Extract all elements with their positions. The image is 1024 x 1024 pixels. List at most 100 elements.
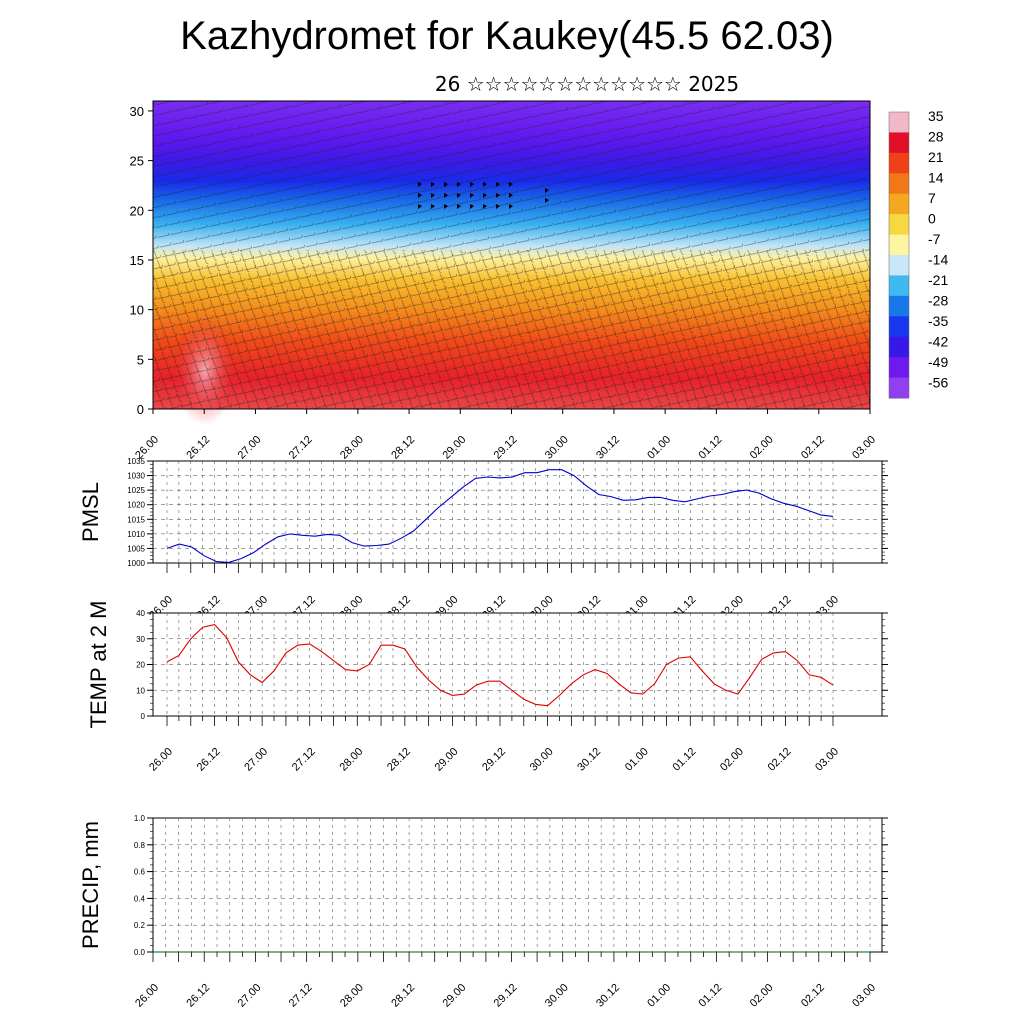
colorbar-swatch xyxy=(889,112,909,133)
x-tick-label: 02.12 xyxy=(799,982,827,1010)
colorbar-swatch xyxy=(889,152,909,174)
y-tick-label: 1005 xyxy=(127,544,145,553)
wind-barb xyxy=(418,193,422,198)
y-tick-label: 1010 xyxy=(127,530,145,539)
colorbar-label: -14 xyxy=(928,252,948,268)
pmsl-panel: 10001005101010151020102510301035PMSL26.0… xyxy=(78,457,888,622)
y-tick-label: 20 xyxy=(130,203,144,218)
y-tick-label: 1025 xyxy=(127,486,145,495)
wind-barb xyxy=(483,193,487,198)
wind-barb xyxy=(431,193,435,198)
colorbar-swatch xyxy=(889,193,909,215)
x-tick-label: 29.00 xyxy=(433,746,461,774)
x-tick-label: 29.12 xyxy=(492,982,520,1010)
x-tick-label: 28.00 xyxy=(338,434,366,462)
series-line xyxy=(166,469,834,563)
panel-frame xyxy=(152,460,883,564)
colorbar-swatch xyxy=(889,377,909,399)
colorbar-swatch xyxy=(889,275,909,297)
colorbar-swatch xyxy=(889,357,909,379)
temperature-panel: 0 10 20 30 40 TEMP at 2 M 26.00 26.12 27.00 27.12… xyxy=(86,601,888,774)
wind-barb xyxy=(470,182,474,187)
x-tick-label: 29.12 xyxy=(492,434,520,462)
x-tick-label: 02.00 xyxy=(748,434,776,462)
y-tick-label: 0 xyxy=(141,712,146,721)
y-tick-label: 10 xyxy=(136,686,145,695)
x-tick-label: 27.00 xyxy=(242,746,270,774)
y-tick-label: 30 xyxy=(136,635,145,644)
x-tick-label: 28.12 xyxy=(389,982,417,1010)
series-line xyxy=(166,623,834,707)
wind-barb xyxy=(431,204,435,209)
colorbar-swatch xyxy=(889,132,909,154)
x-tick-label: 30.00 xyxy=(543,982,571,1010)
x-tick-label: 30.00 xyxy=(543,434,571,462)
colorbar-swatch xyxy=(889,336,909,358)
y-axis-label: PMSL xyxy=(78,482,103,542)
colorbar-swatch xyxy=(889,173,909,195)
y-tick-label: 1020 xyxy=(127,501,145,510)
wind-barb xyxy=(509,182,513,187)
x-tick-label: 01.00 xyxy=(645,982,673,1010)
colorbar-label: 7 xyxy=(928,190,936,206)
colorbar-label: -28 xyxy=(928,293,948,309)
panel-frame xyxy=(152,817,883,953)
x-tick-label: 27.12 xyxy=(290,746,318,774)
x-tick-label: 01.12 xyxy=(697,434,725,462)
x-tick-label: 26.12 xyxy=(184,982,212,1010)
x-tick-label: 02.12 xyxy=(799,434,827,462)
wind-barb xyxy=(457,182,461,187)
y-tick-label: 1035 xyxy=(127,457,145,466)
chart-subtitle: 26 ☆☆☆☆☆☆☆☆☆☆☆☆ 2025 xyxy=(434,72,740,96)
colorbar: 35 28 21 14 7 0 -7 -14 -21 -28 -35 -42 -49 -56 xyxy=(888,108,948,399)
precipitation-panel: 0.0 0.2 0.4 0.6 0.8 1.0 PRECIP, mm 26.00 26.12 27… xyxy=(78,814,888,1010)
colorbar-frame xyxy=(888,111,910,399)
y-tick-label: 25 xyxy=(130,154,144,169)
y-tick-label: 0.8 xyxy=(134,841,146,850)
wind-barb xyxy=(418,204,422,209)
x-tick-label: 02.00 xyxy=(748,982,776,1010)
y-tick-label: 1.0 xyxy=(134,814,146,823)
wind-barb xyxy=(444,193,448,198)
wind-barb xyxy=(483,204,487,209)
wind-barb xyxy=(545,188,549,203)
x-tick-label: 01.12 xyxy=(670,746,698,774)
y-tick-label: 0.4 xyxy=(134,894,146,903)
x-tick-label: 27.12 xyxy=(287,982,315,1010)
y-tick-label: 0 xyxy=(137,402,144,417)
x-tick-label: 01.12 xyxy=(697,982,725,1010)
wind-barb xyxy=(496,182,500,187)
x-tick-label: 02.12 xyxy=(766,746,794,774)
chart-title: Kazhydromet for Kaukey(45.5 62.03) xyxy=(180,14,834,58)
x-tick-label: 26.12 xyxy=(195,746,223,774)
colorbar-label: -35 xyxy=(928,313,948,329)
y-tick-label: 1000 xyxy=(127,559,145,568)
x-tick-label: 30.12 xyxy=(575,746,603,774)
x-tick-label: 28.12 xyxy=(389,434,417,462)
wind-barb xyxy=(457,204,461,209)
x-tick-label: 26.00 xyxy=(147,746,175,774)
x-tick-label: 03.00 xyxy=(850,434,878,462)
wind-barb xyxy=(496,193,500,198)
y-tick-label: 30 xyxy=(130,104,144,119)
y-tick-label: 1030 xyxy=(127,472,145,481)
y-tick-label: 20 xyxy=(136,661,145,670)
y-tick-label: 0.0 xyxy=(134,948,146,957)
colorbar-label: 35 xyxy=(928,108,944,124)
wind-barb xyxy=(470,204,474,209)
colorbar-label: 28 xyxy=(928,129,944,145)
wind-barb xyxy=(509,193,513,198)
wind-barb xyxy=(444,182,448,187)
x-tick-label: 02.00 xyxy=(718,746,746,774)
wind-barb xyxy=(509,204,513,209)
colorbar-label: 21 xyxy=(928,149,944,165)
wind-barb xyxy=(431,182,435,187)
x-tick-label: 27.12 xyxy=(287,434,315,462)
y-tick-label: 15 xyxy=(130,253,144,268)
colorbar-swatch xyxy=(889,316,909,338)
x-tick-label: 29.12 xyxy=(480,746,508,774)
x-tick-label: 30.12 xyxy=(594,982,622,1010)
x-tick-label: 03.00 xyxy=(850,982,878,1010)
x-tick-label: 28.12 xyxy=(385,746,413,774)
y-tick-label: 0.6 xyxy=(134,868,146,877)
